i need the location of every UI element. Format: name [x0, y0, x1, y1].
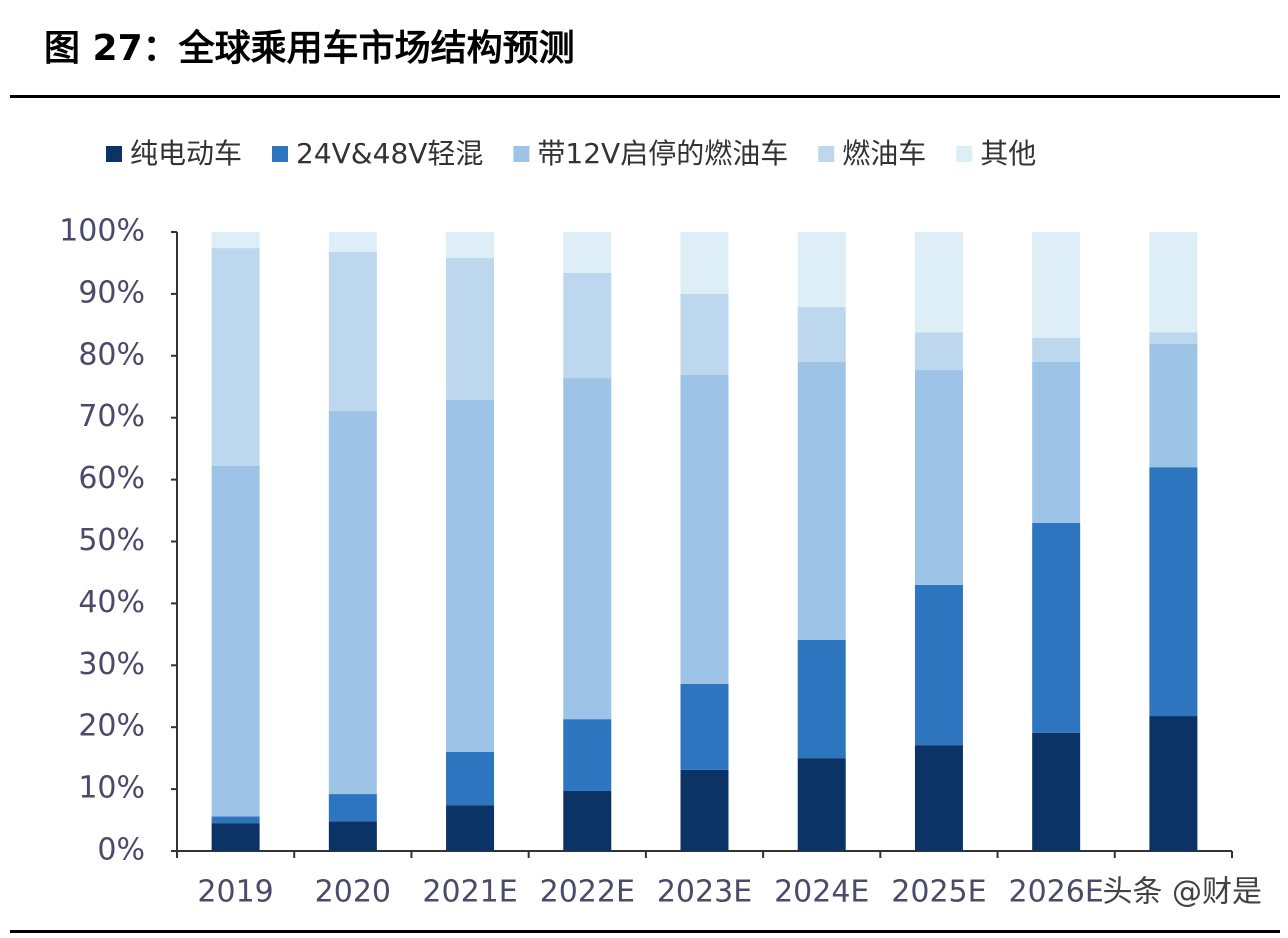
bar-segment — [563, 790, 612, 851]
bar-segment — [563, 378, 612, 720]
legend-swatch — [818, 146, 835, 162]
bar-segment — [563, 232, 612, 273]
bar-segment — [446, 232, 495, 258]
y-tick-label: 10% — [78, 771, 145, 806]
chart-title: 图 27：全球乘用车市场结构预测 — [44, 27, 575, 69]
x-tick-label: 2026E — [1009, 875, 1104, 910]
bar-segment — [914, 232, 963, 333]
watermark: 头条 @财是 — [1102, 875, 1262, 910]
bar-segment — [1149, 232, 1198, 333]
bar-segment — [446, 399, 495, 752]
y-tick-label: 90% — [78, 275, 145, 310]
bar-segment — [211, 232, 260, 249]
legend-label: 燃油车 — [842, 137, 926, 170]
bar-segment — [211, 816, 260, 824]
x-tick-label: 2022E — [540, 875, 635, 910]
bar-segment — [328, 821, 377, 851]
bar-segment — [797, 758, 846, 851]
y-tick-label: 50% — [78, 523, 145, 558]
bar-segment — [328, 794, 377, 822]
bar-segment — [1149, 344, 1198, 468]
bar-segment — [914, 584, 963, 746]
legend-label: 纯电动车 — [130, 137, 242, 170]
bar-segment — [1032, 232, 1081, 338]
y-tick-label: 40% — [78, 585, 145, 620]
bar-segment — [211, 248, 260, 466]
legend-swatch — [513, 146, 530, 162]
x-tick-label: 2023E — [657, 875, 752, 910]
bar-segment — [797, 639, 846, 759]
y-tick-label: 80% — [78, 337, 145, 372]
bar-segment — [446, 751, 495, 806]
y-tick-label: 100% — [59, 214, 145, 249]
bar-segment — [1032, 732, 1081, 851]
bar-segment — [680, 374, 729, 684]
legend-swatch — [106, 146, 122, 162]
bar-segment — [914, 332, 963, 371]
bar-segment — [797, 232, 846, 307]
bar-segment — [1032, 522, 1081, 733]
legend-label: 24V&48V轻混 — [296, 137, 483, 170]
y-tick-label: 30% — [78, 647, 145, 682]
bar-segment — [328, 410, 377, 795]
x-tick-label: 2019 — [197, 875, 273, 910]
bar-segment — [1149, 716, 1198, 851]
bar-segment — [914, 370, 963, 585]
bar-segment — [328, 232, 377, 252]
x-tick-label: 2024E — [774, 875, 869, 910]
y-tick-label: 70% — [78, 399, 145, 434]
legend-label: 带12V启停的燃油车 — [537, 137, 788, 170]
bar-segment — [211, 465, 260, 817]
bar-segment — [680, 683, 729, 770]
bar-segment — [680, 232, 729, 294]
bar-segment — [914, 745, 963, 851]
title-rule — [10, 95, 1280, 98]
bar-segment — [1149, 332, 1198, 345]
bar-segment — [211, 823, 260, 851]
bar-segment — [797, 306, 846, 362]
legend-label: 其他 — [980, 137, 1036, 170]
x-tick-label: 2025E — [891, 875, 986, 910]
bar-segment — [446, 257, 495, 400]
x-tick-label: 2020 — [315, 875, 391, 910]
y-tick-label: 20% — [78, 709, 145, 744]
bar-segment — [680, 293, 729, 375]
bottom-rule — [10, 930, 1280, 933]
bar-segment — [563, 719, 612, 791]
bar-segment — [328, 251, 377, 411]
legend-swatch — [272, 146, 289, 162]
bar-segment — [1149, 467, 1198, 717]
y-tick-label: 60% — [78, 461, 145, 496]
legend-swatch — [956, 146, 973, 162]
bar-segment — [797, 361, 846, 640]
y-tick-label: 0% — [97, 833, 145, 868]
bar-segment — [680, 769, 729, 851]
bar-segment — [1032, 337, 1081, 362]
bar-segment — [563, 272, 612, 379]
bar-segment — [446, 805, 495, 851]
x-tick-label: 2021E — [422, 875, 517, 910]
bar-segment — [1032, 361, 1081, 523]
